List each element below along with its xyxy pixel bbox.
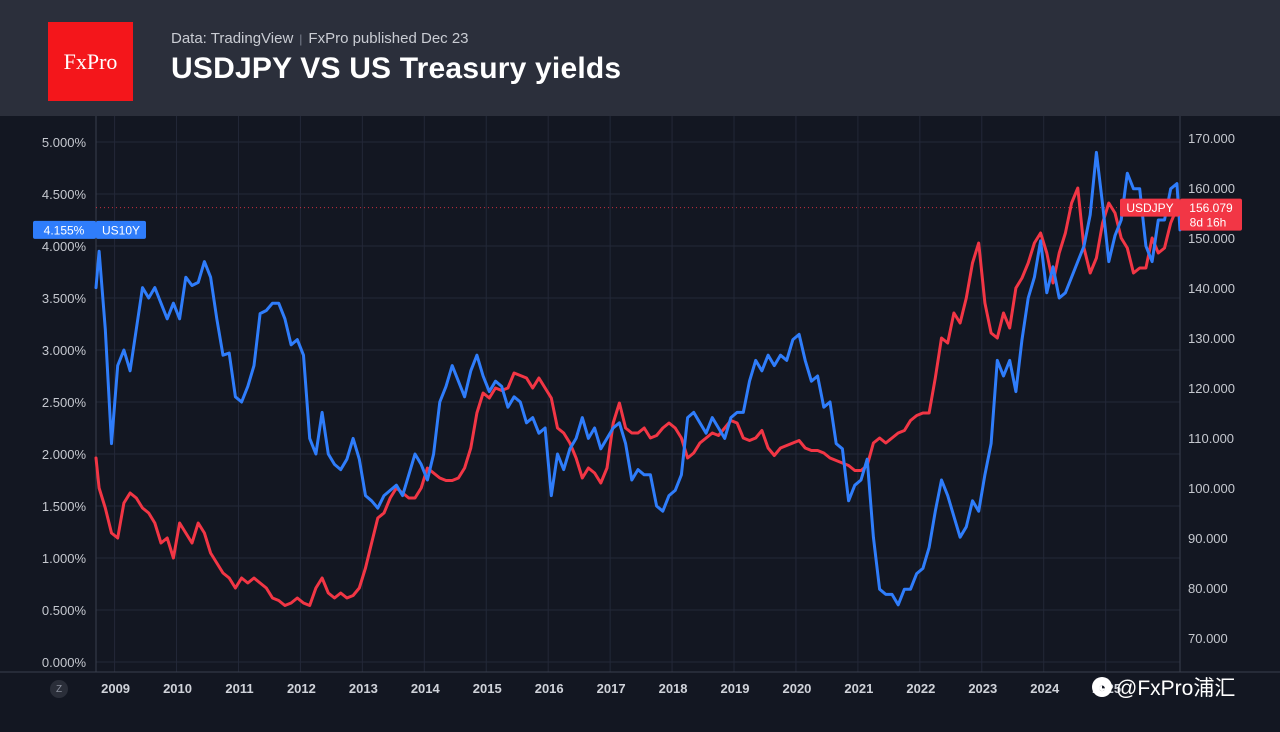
right-axis-tick: 80.000 — [1188, 581, 1228, 596]
us10y-value-label: 4.155% — [44, 223, 85, 237]
watermark-text: @FxPro浦汇 — [1116, 677, 1236, 700]
us10y-name-label: US10Y — [102, 223, 140, 237]
x-axis-tick: 2018 — [659, 681, 688, 696]
published-info: FxPro published Dec 23 — [308, 30, 469, 47]
weibo-icon: ◔ — [1092, 677, 1112, 697]
usdjpy-value-label: 156.079 — [1189, 201, 1233, 215]
watermark: ◔ @FxPro浦汇 — [1092, 672, 1235, 702]
left-axis-tick: 1.000% — [42, 551, 87, 566]
x-axis-tick: 2019 — [721, 681, 750, 696]
usdjpy-name-badge — [1120, 198, 1180, 217]
x-axis-tick: 2016 — [535, 681, 564, 696]
right-axis-tick: 160.000 — [1188, 181, 1235, 196]
usdjpy-name-label: USDJPY — [1126, 201, 1173, 215]
x-axis-tick: 2021 — [844, 681, 873, 696]
left-axis-tick: 2.000% — [42, 447, 87, 462]
timezone-button[interactable]: Z — [50, 680, 68, 698]
usdjpy-value-badge — [1180, 198, 1242, 231]
left-axis-tick: 2.500% — [42, 395, 87, 410]
right-axis-tick: 150.000 — [1188, 231, 1235, 246]
chart[interactable]: 0.000% 0.500% 1.000% 1.500% 2.000% 2.500% 3.00… — [0, 116, 1280, 732]
header: FxPro Data: TradingView | FxPro published … — [0, 0, 1280, 116]
fxpro-logo: FxPro — [48, 22, 133, 101]
x-axis-tick: 2014 — [411, 681, 441, 696]
usdjpy-countdown-label: 8d 16h — [1190, 216, 1227, 230]
x-axis-tick: 2013 — [349, 681, 378, 696]
right-axis-tick: 110.000 — [1188, 431, 1234, 446]
left-axis-tick: 4.000% — [42, 239, 87, 254]
us10y-value-badge — [33, 220, 96, 239]
x-axis-tick: 2020 — [782, 681, 811, 696]
usdjpy-line[interactable] — [94, 186, 1182, 607]
us10y-line[interactable] — [94, 150, 1182, 607]
x-axis-tick: 2024 — [1030, 681, 1060, 696]
right-axis-tick: 120.000 — [1188, 381, 1235, 396]
x-axis-tick: 2009 — [101, 681, 130, 696]
right-axis-tick: 170.000 — [1188, 131, 1235, 146]
separator: | — [299, 32, 303, 46]
right-axis-tick: 140.000 — [1188, 281, 1235, 296]
left-axis-tick: 3.000% — [42, 343, 87, 358]
left-axis-tick: 3.500% — [42, 291, 87, 306]
x-axis-tick: 2015 — [473, 681, 502, 696]
right-axis-tick: 70.000 — [1188, 631, 1228, 646]
left-axis-tick: 1.500% — [42, 499, 87, 514]
data-source: Data: TradingView — [171, 30, 294, 47]
left-axis-tick: 5.000% — [42, 135, 87, 150]
right-axis-tick: 100.000 — [1188, 481, 1235, 496]
x-axis-tick: 2012 — [287, 681, 316, 696]
x-axis-tick: 2011 — [225, 681, 253, 696]
right-axis-tick: 130.000 — [1188, 331, 1235, 346]
left-axis-tick: 0.000% — [42, 655, 87, 670]
x-axis-tick: 2010 — [163, 681, 192, 696]
chart-title: USDJPY VS US Treasury yields — [171, 52, 622, 85]
x-axis-tick: 2022 — [906, 681, 935, 696]
left-axis-tick: 0.500% — [42, 603, 87, 618]
subtitle: Data: TradingView | FxPro published Dec 23 — [171, 30, 469, 47]
x-axis-tick: 2023 — [968, 681, 997, 696]
us10y-name-badge — [96, 220, 146, 239]
right-axis-tick: 90.000 — [1188, 531, 1228, 546]
left-axis-tick: 4.500% — [42, 187, 87, 202]
x-axis-tick: 2017 — [597, 681, 626, 696]
